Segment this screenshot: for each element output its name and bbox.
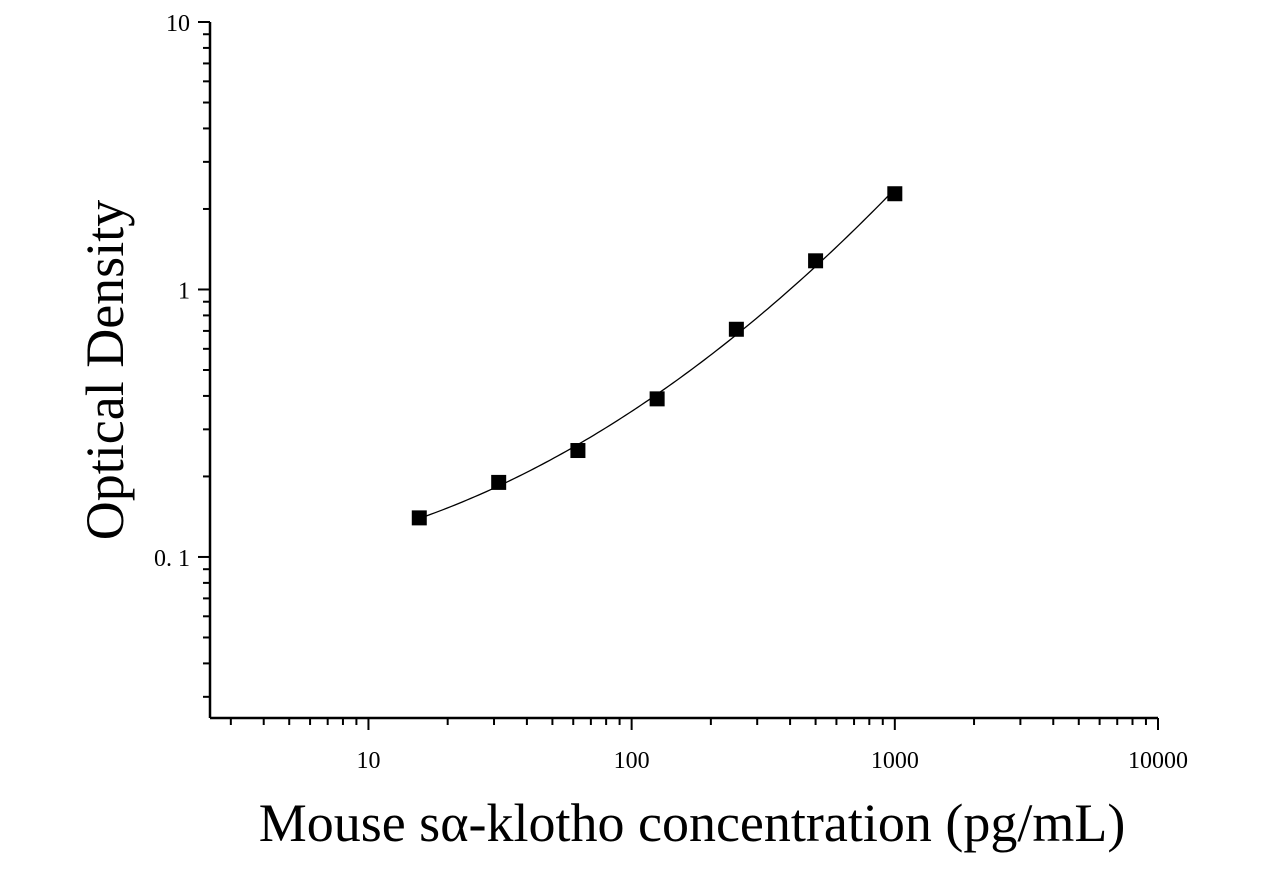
data-point-marker (570, 443, 586, 459)
y-tick-label: 10 (166, 11, 190, 37)
fit-curve (419, 188, 896, 520)
x-axis-title: Mouse sα-klotho concentration (pg/mL) (259, 793, 1126, 853)
data-point-marker (411, 510, 427, 526)
y-tick-label: 1 (178, 278, 190, 304)
x-tick-label: 10 (356, 748, 380, 774)
x-tick-label: 100 (614, 748, 650, 774)
data-point-marker (649, 391, 665, 407)
data-point-marker (887, 186, 903, 202)
x-tick-label: 1000 (871, 748, 919, 774)
y-axis-title: Optical Density (75, 200, 135, 540)
axes: 10 100 1000 10000 0. 1 1 10 (154, 11, 1188, 774)
x-tick-label: 10000 (1128, 748, 1188, 774)
data-point-marker (491, 474, 507, 490)
y-tick-label: 0. 1 (154, 546, 190, 572)
fit-curve-layer (419, 188, 896, 520)
data-point-marker (728, 321, 744, 337)
data-points-layer (411, 186, 903, 526)
data-point-marker (808, 253, 824, 269)
